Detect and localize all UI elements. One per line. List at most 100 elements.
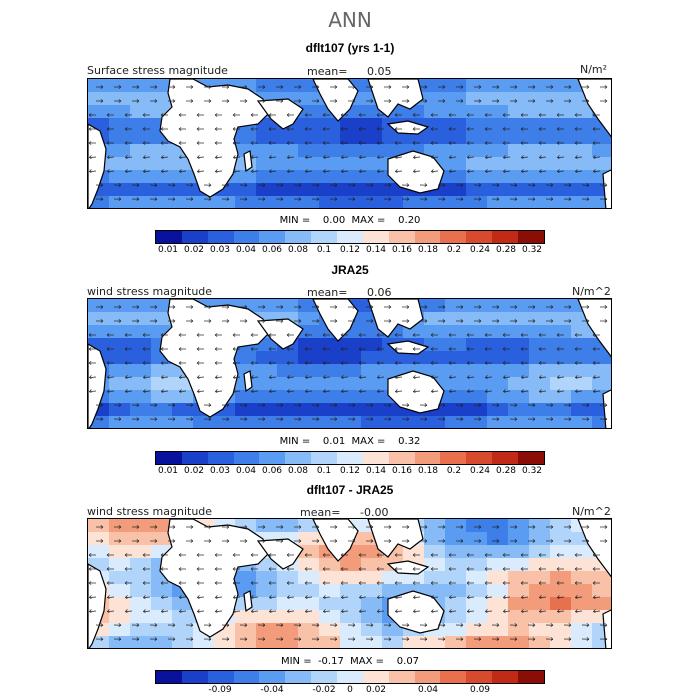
- wind-arrow-head: [460, 417, 464, 420]
- wind-arrow-head: [226, 305, 230, 308]
- field-cell: [529, 299, 551, 313]
- colorbar-swatch: [362, 452, 389, 464]
- field-cell: [466, 131, 488, 145]
- wind-arrow-head: [334, 306, 338, 309]
- field-cell: [109, 312, 131, 326]
- wind-arrow-head: [172, 197, 176, 200]
- wind-arrow-head: [136, 526, 140, 529]
- wind-arrow-head: [142, 142, 146, 145]
- wind-arrow-head: [190, 197, 194, 200]
- wind-arrow-head: [448, 362, 452, 365]
- wind-arrow-head: [106, 582, 110, 585]
- wind-arrow-head: [538, 347, 542, 350]
- field-cell: [508, 118, 530, 132]
- wind-arrow-head: [143, 611, 146, 613]
- wind-arrow-head: [568, 638, 572, 641]
- wind-arrow: [197, 170, 205, 172]
- wind-arrow-head: [334, 319, 338, 322]
- field-cell: [529, 403, 551, 417]
- wind-arrow-head: [532, 183, 536, 186]
- wind-arrow-head: [298, 539, 302, 542]
- field-cell: [88, 312, 110, 326]
- colorbar-swatch: [311, 452, 338, 464]
- colorbar-swatch: [259, 452, 286, 464]
- wind-arrow-head: [574, 362, 578, 365]
- wind-arrow-head: [466, 113, 470, 116]
- wind-arrow: [467, 596, 475, 598]
- wind-arrow-head: [190, 306, 194, 309]
- wind-arrow-head: [100, 404, 104, 407]
- field-cell: [445, 597, 467, 611]
- field-cell: [361, 118, 383, 132]
- wind-arrow: [143, 156, 151, 158]
- field-cell: [109, 183, 131, 197]
- wind-arrow: [377, 610, 385, 612]
- field-cell: [487, 571, 509, 585]
- wind-arrow-head: [322, 334, 326, 337]
- wind-arrow-head: [574, 554, 578, 557]
- field-cell: [487, 144, 509, 158]
- wind-arrow-head: [557, 595, 560, 598]
- field-cell: [151, 196, 173, 208]
- wind-arrow-head: [268, 334, 272, 337]
- wind-arrow-head: [305, 155, 308, 158]
- wind-arrow: [557, 596, 565, 598]
- wind-arrow-head: [358, 554, 362, 557]
- wind-arrow-head: [413, 171, 416, 173]
- wind-arrow-head: [520, 141, 524, 144]
- wind-arrow-head: [208, 638, 212, 641]
- wind-arrow-head: [503, 169, 506, 172]
- wind-arrow-head: [154, 99, 158, 102]
- wind-arrow-head: [496, 100, 500, 103]
- wind-arrow-head: [556, 127, 560, 130]
- wind-arrow-head: [143, 609, 146, 612]
- panel-1-max-label: MAX =: [351, 215, 386, 226]
- field-cell: [466, 351, 488, 365]
- wind-arrow-head: [394, 348, 398, 351]
- wind-arrow: [503, 610, 511, 612]
- wind-arrow-head: [538, 142, 542, 145]
- wind-arrow-head: [269, 609, 272, 612]
- wind-arrow-head: [232, 333, 236, 336]
- field-cell: [424, 131, 446, 145]
- wind-arrow-head: [340, 334, 344, 337]
- wind-arrow-head: [251, 155, 254, 158]
- wind-arrow-head: [406, 306, 410, 309]
- field-cell: [151, 519, 173, 533]
- colorbar-tick-label: 0.14: [365, 245, 387, 255]
- wind-arrow: [305, 376, 313, 378]
- wind-arrow-head: [412, 141, 416, 144]
- wind-arrow-head: [550, 525, 554, 528]
- wind-arrow-head: [125, 377, 128, 379]
- wind-arrow-head: [269, 611, 272, 613]
- wind-arrow-head: [538, 554, 542, 557]
- wind-arrow-head: [179, 169, 182, 172]
- wind-arrow-head: [305, 169, 308, 172]
- panel-3-min-label: MIN =: [280, 656, 312, 667]
- field-cell: [382, 131, 404, 145]
- field-cell: [550, 351, 572, 365]
- wind-arrow-head: [280, 637, 284, 640]
- wind-arrow: [377, 596, 385, 598]
- wind-arrow-head: [208, 526, 212, 529]
- wind-arrow-head: [424, 624, 428, 627]
- field-cell: [424, 118, 446, 132]
- wind-arrow-head: [214, 142, 218, 145]
- field-cell: [571, 558, 593, 572]
- wind-arrow: [557, 390, 565, 392]
- field-cell: [424, 364, 446, 378]
- land-layer: [88, 299, 611, 428]
- wind-arrow-head: [143, 597, 146, 599]
- field-cell: [550, 338, 572, 352]
- wind-arrow-head: [406, 539, 410, 542]
- field-cell: [340, 636, 362, 648]
- field-cell: [424, 584, 446, 598]
- wind-arrow-head: [406, 86, 410, 89]
- field-cell: [151, 623, 173, 637]
- wind-arrow-head: [503, 609, 506, 612]
- wind-arrow-head: [388, 539, 392, 542]
- wind-arrow-head: [593, 391, 596, 393]
- wind-arrow-head: [214, 361, 218, 364]
- wind-arrow-head: [334, 320, 338, 323]
- land-mass: [256, 538, 304, 570]
